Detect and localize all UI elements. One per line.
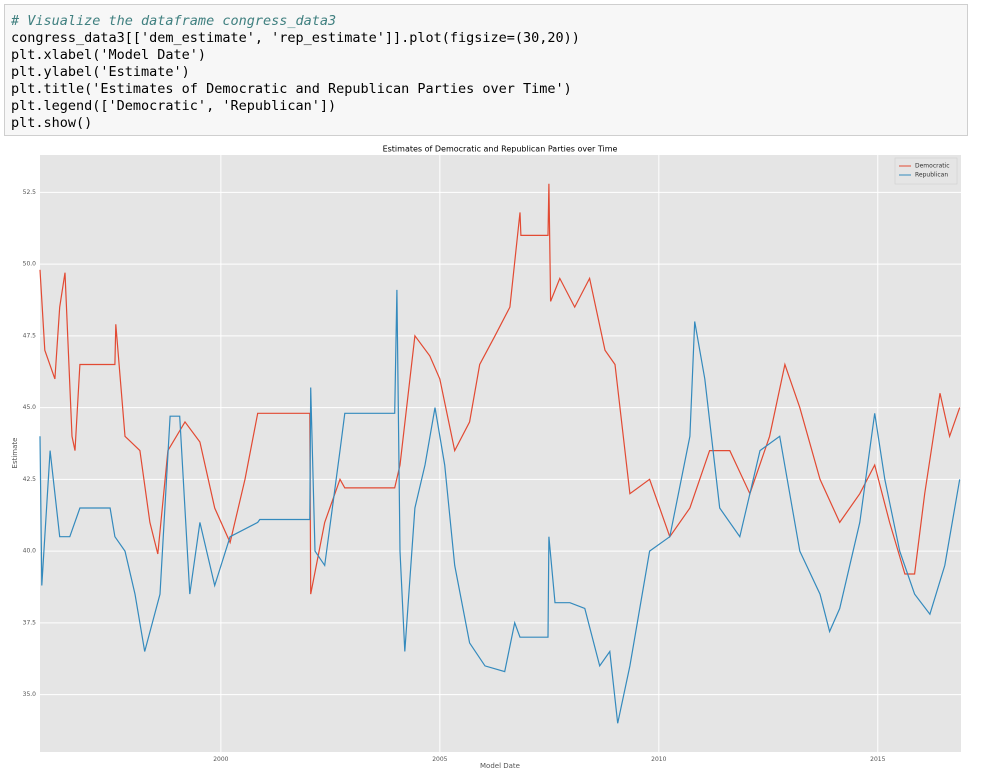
y-tick-label: 37.5 [23,619,37,626]
code-line: plt.ylabel('Estimate') [11,64,190,80]
x-tick-label: 2015 [870,756,885,763]
code-line: plt.title('Estimates of Democratic and R… [11,81,572,97]
legend-box [894,157,958,185]
code-line: congress_data3[['dem_estimate', 'rep_est… [11,30,580,46]
plot-area [40,155,961,752]
y-tick-label: 50.0 [23,261,37,268]
y-tick-label: 40.0 [23,548,37,555]
y-tick-label: 35.0 [23,691,37,698]
chart: Estimates of Democratic and Republican P… [11,145,961,770]
y-tick-label: 47.5 [23,332,37,339]
code-line: plt.show() [11,115,93,131]
code-line: plt.xlabel('Model Date') [11,47,207,63]
x-tick-label: 2005 [432,756,447,763]
y-tick-label: 52.5 [23,189,37,196]
chart-title: Estimates of Democratic and Republican P… [383,145,618,154]
code-line: # Visualize the dataframe congress_data3 [11,13,337,29]
y-tick-label: 42.5 [23,476,37,483]
code-line: plt.legend(['Democratic', 'Republican']) [11,98,337,114]
code-cell[interactable]: # Visualize the dataframe congress_data3… [4,4,968,136]
data-line [39,289,961,724]
y-tick-label: 45.0 [23,404,37,411]
y-axis-label: Estimate [11,438,19,469]
x-tick-label: 2000 [213,756,228,763]
x-axis-label: Model Date [480,762,520,770]
legend-label: Democratic [915,163,950,170]
x-tick-label: 2010 [651,756,666,763]
data-line [39,183,961,595]
legend-label: Republican [915,172,948,179]
